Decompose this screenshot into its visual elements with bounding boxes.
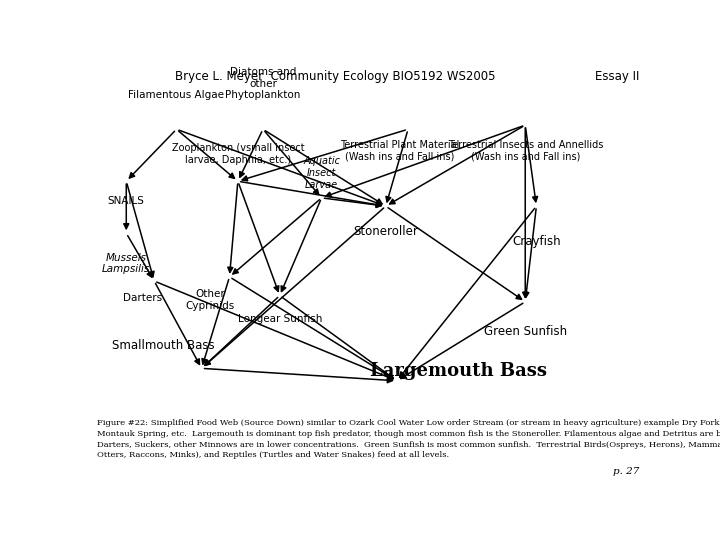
Text: Stoneroller: Stoneroller	[354, 225, 418, 238]
Text: Otters, Raccons, Minks), and Reptiles (Turtles and Water Snakes) feed at all lev: Otters, Raccons, Minks), and Reptiles (T…	[96, 451, 449, 460]
Text: Figure #22: Simplified Food Web (Source Down) similar to Ozark Cool Water Low or: Figure #22: Simplified Food Web (Source …	[96, 419, 720, 427]
Text: Mussels
Lampsilis: Mussels Lampsilis	[102, 253, 150, 274]
Text: Zooplankton (vsmall insect
larvae, Daphnia, etc.): Zooplankton (vsmall insect larvae, Daphn…	[171, 143, 304, 165]
Text: Filamentous Algae: Filamentous Algae	[128, 90, 225, 100]
Text: Diatoms and
other
Phytoplankton: Diatoms and other Phytoplankton	[225, 67, 301, 100]
Text: Montauk Spring, etc.  Largemouth is dominant top fish predator, though most comm: Montauk Spring, etc. Largemouth is domin…	[96, 430, 720, 438]
Text: SNAILS: SNAILS	[108, 196, 145, 206]
Text: Bryce L. Meyer  Community Ecology BIO5192 WS2005: Bryce L. Meyer Community Ecology BIO5192…	[175, 70, 496, 83]
Text: Darters: Darters	[124, 293, 163, 302]
Text: Longear Sunfish: Longear Sunfish	[238, 314, 322, 325]
Text: Terrestrial Plant Material
(Wash ins and Fall ins): Terrestrial Plant Material (Wash ins and…	[340, 140, 459, 161]
Text: Other
Cyprinids: Other Cyprinids	[185, 289, 235, 311]
Text: Green Sunfish: Green Sunfish	[484, 325, 567, 338]
Text: Smallmouth Bass: Smallmouth Bass	[112, 339, 215, 352]
Text: Crayfish: Crayfish	[512, 235, 561, 248]
Text: Terrestrial Insects and Annellids
(Wash ins and Fall ins): Terrestrial Insects and Annellids (Wash …	[448, 140, 603, 161]
Text: p. 27: p. 27	[613, 467, 639, 476]
Text: Essay II: Essay II	[595, 70, 639, 83]
Text: Darters, Suckers, other Minnows are in lower concentrations.  Green Sunfish is m: Darters, Suckers, other Minnows are in l…	[96, 441, 720, 449]
Text: Aquatic
Insect
Larvae: Aquatic Insect Larvae	[303, 157, 340, 190]
Text: Largemouth Bass: Largemouth Bass	[370, 362, 546, 380]
